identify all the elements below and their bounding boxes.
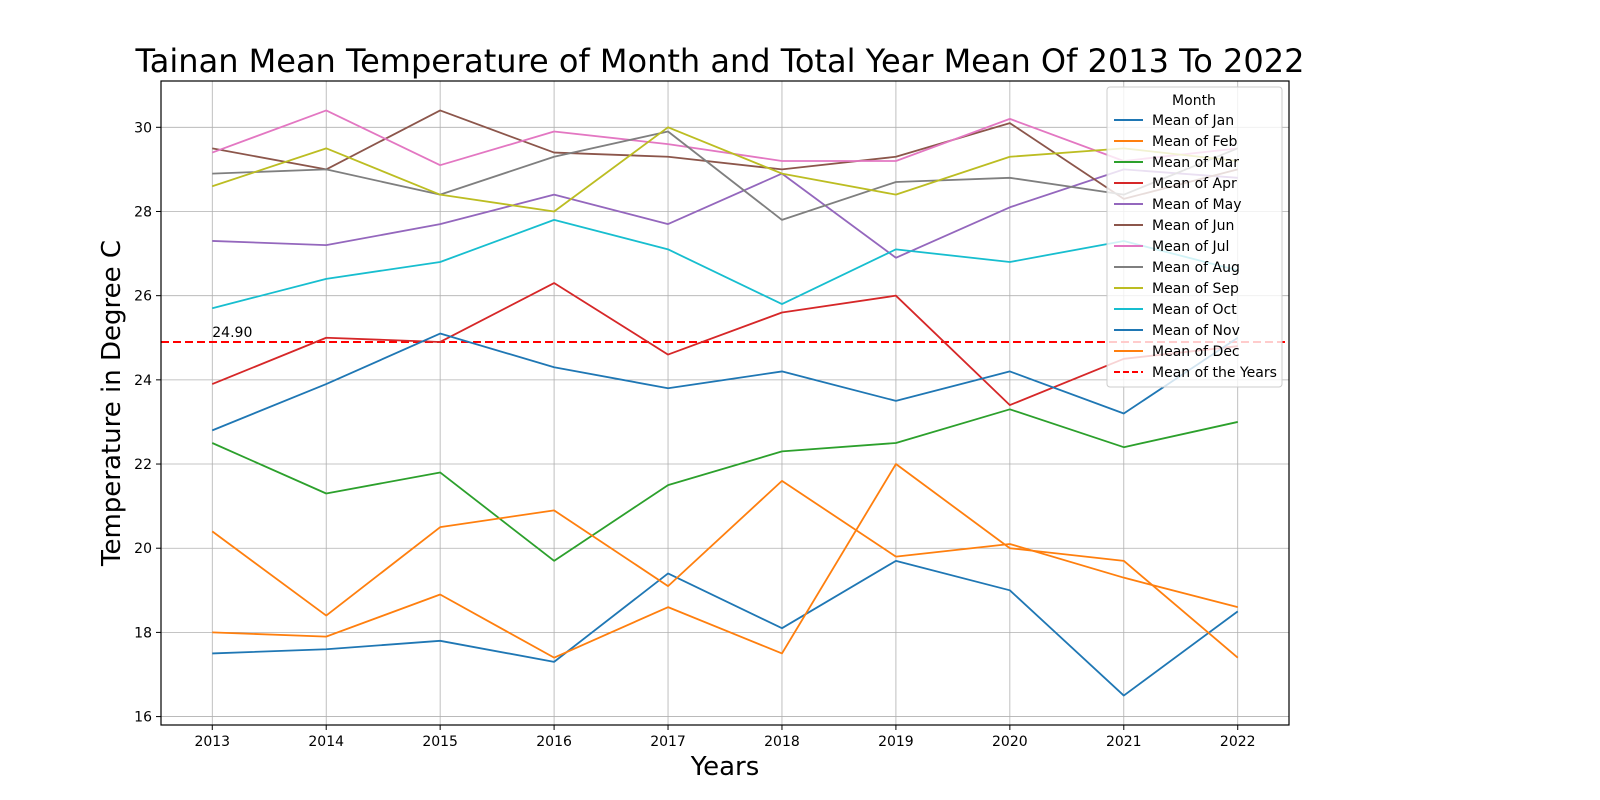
legend-label: Mean of Dec — [1152, 344, 1240, 360]
series-line-mean-of-feb — [212, 463, 1239, 659]
series-line-mean-of-jan — [212, 559, 1239, 697]
legend-label: Mean of Feb — [1152, 134, 1237, 150]
legend-label: Mean of Jun — [1152, 218, 1234, 234]
series-line-mean-of-oct — [212, 218, 1238, 310]
y-axis-label: Temperature in Degree C — [97, 240, 127, 567]
y-axis-ticks: 16 18 20 22 24 26 28 30 — [134, 120, 161, 726]
mean-line-group: 24.90 — [161, 325, 1289, 343]
x-tick-label: 2015 — [422, 734, 458, 750]
legend-label: Mean of Jul — [1152, 239, 1229, 255]
series-line-mean-of-apr — [211, 282, 1238, 407]
series-line-mean-of-mar — [211, 408, 1238, 562]
legend-label: Mean of Mar — [1152, 155, 1239, 171]
x-tick-label: 2020 — [992, 734, 1028, 750]
series-lines — [211, 109, 1239, 697]
y-tick-label: 18 — [134, 625, 152, 641]
x-tick-label: 2019 — [878, 734, 914, 750]
x-tick-label: 2013 — [194, 734, 230, 750]
legend-label: Mean of Apr — [1152, 176, 1237, 192]
x-tick-label: 2021 — [1106, 734, 1142, 750]
chart-title: Tainan Mean Temperature of Month and Tot… — [135, 42, 1305, 80]
legend-label: Mean of Jan — [1152, 113, 1234, 129]
legend-label: Mean of Nov — [1152, 323, 1240, 339]
series-line-mean-of-sep — [211, 126, 1238, 213]
series-line-mean-of-dec — [211, 479, 1238, 617]
legend-label: Mean of the Years — [1152, 365, 1277, 381]
series-line-mean-of-may — [212, 168, 1238, 259]
x-axis-ticks: 2013 2014 2015 2016 2017 2018 2019 2020 2021 2022 — [194, 725, 1256, 750]
x-tick-label: 2016 — [536, 734, 572, 750]
series-line-mean-of-jul — [211, 109, 1238, 167]
y-tick-label: 24 — [134, 373, 152, 389]
legend-items: Mean of Jan Mean of Feb Mean of Mar Mean of… — [1114, 113, 1277, 381]
legend-label: Mean of Oct — [1152, 302, 1237, 318]
plot-frame — [160, 80, 1290, 726]
series-line-mean-of-aug — [212, 130, 1239, 221]
series-line-mean-of-jun — [212, 109, 1238, 200]
x-tick-label: 2022 — [1220, 734, 1256, 750]
legend-title: Month — [1172, 93, 1216, 109]
y-tick-label: 20 — [134, 541, 152, 557]
legend-box — [1106, 86, 1283, 388]
x-tick-label: 2018 — [764, 734, 800, 750]
x-axis-label: Years — [690, 752, 760, 782]
y-tick-label: 30 — [134, 120, 152, 136]
grid-lines — [161, 81, 1289, 725]
y-tick-label: 16 — [134, 710, 152, 726]
y-tick-label: 26 — [134, 289, 152, 305]
mean-value-label: 24.90 — [212, 325, 252, 341]
y-tick-label: 22 — [134, 457, 152, 473]
x-tick-label: 2014 — [308, 734, 344, 750]
series-line-mean-of-nov — [211, 332, 1239, 432]
y-tick-label: 28 — [134, 204, 152, 220]
x-tick-label: 2017 — [650, 734, 686, 750]
legend-label: Mean of May — [1152, 197, 1241, 213]
legend-label: Mean of Aug — [1152, 260, 1240, 276]
legend-label: Mean of Sep — [1152, 281, 1239, 297]
